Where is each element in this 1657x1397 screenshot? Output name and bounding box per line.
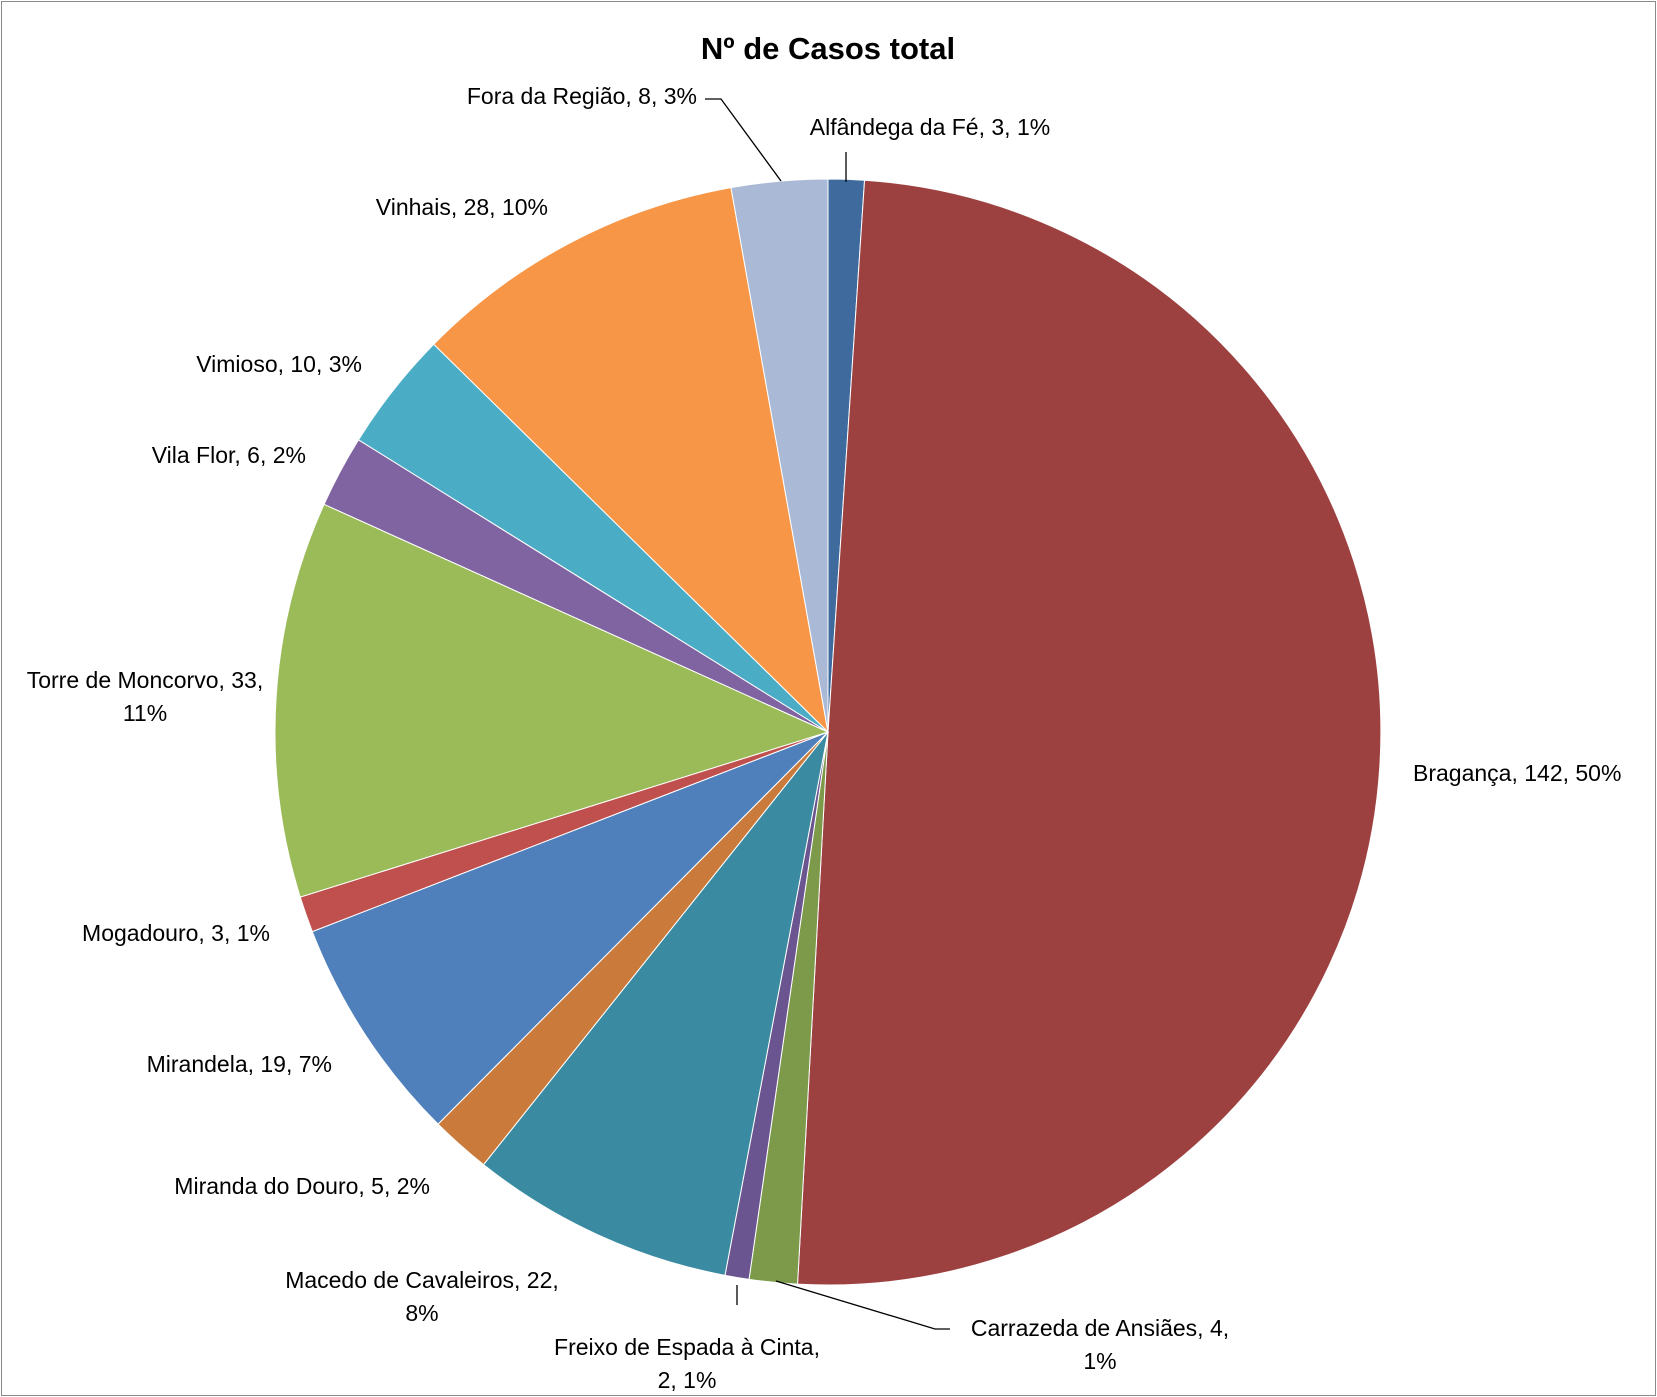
data-label-freixo-de-espada-a-cinta: Freixo de Espada à Cinta, 2, 1% [554,1334,820,1393]
pie-slice-vinhais [433,186,829,734]
data-labels: Alfândega da Fé, 3, 1% Bragança, 142, 50%… [27,83,1622,1393]
data-label-macedo-de-cavaleiros: Macedo de Cavaleiros, 22, 8% [285,1267,559,1326]
data-label-vimioso: Vimioso, 10, 3% [196,351,362,377]
data-label-vinhais: Vinhais, 28, 10% [376,194,548,220]
data-label-torre-de-moncorvo: Torre de Moncorvo, 33, 11% [27,667,264,726]
data-label-mirandela: Mirandela, 19, 7% [147,1051,332,1077]
data-label-miranda-do-douro: Miranda do Douro, 5, 2% [174,1173,430,1199]
pie-slice-macedo-de-cavaleiros [482,731,829,1276]
pie-slice-mirandela [311,731,829,1125]
data-label-carrazeda-de-ansiaes: Carrazeda de Ansiães, 4, 1% [971,1315,1229,1374]
data-label-vila-flor: Vila Flor, 6, 2% [152,442,306,468]
data-label-alfandega-da-fe: Alfândega da Fé, 3, 1% [810,114,1050,140]
leader-lines [705,98,950,1330]
leader-line-carrazeda-de-ansiaes [775,1280,950,1330]
pie-slice-braganca [797,179,1382,1286]
leader-line-fora-da-regiao [705,98,782,182]
pie-slice-torre-de-moncorvo [274,503,830,898]
data-label-mogadouro: Mogadouro, 3, 1% [82,920,270,946]
pie-slice-fora-da-regiao [730,178,829,733]
data-label-braganca: Bragança, 142, 50% [1413,760,1621,786]
data-label-fora-da-regiao: Fora da Região, 8, 3% [467,83,697,109]
chart-title: Nº de Casos total [701,31,955,66]
pie-slices [274,178,1382,1286]
